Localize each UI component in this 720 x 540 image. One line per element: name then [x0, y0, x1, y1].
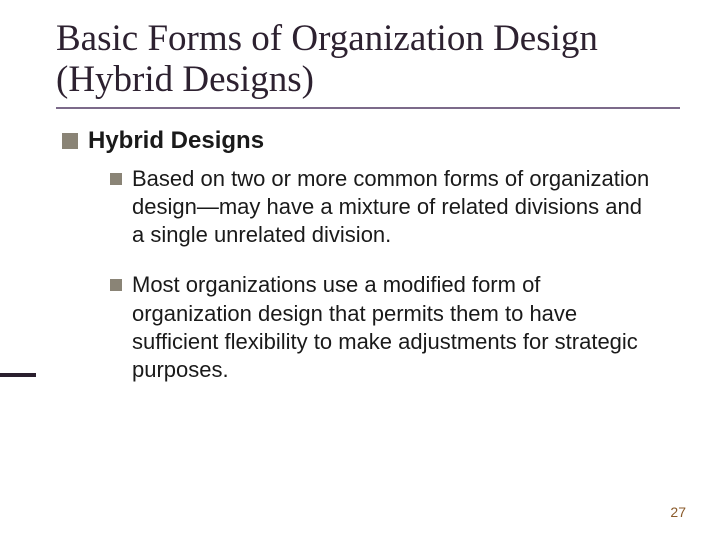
- bullet-lvl2-text: Most organizations use a modified form o…: [132, 271, 652, 384]
- bullet-lvl1: Hybrid Designs: [62, 127, 680, 155]
- slide: Basic Forms of Organization Design (Hybr…: [0, 0, 720, 540]
- bullet-lvl2: Based on two or more common forms of org…: [110, 165, 680, 249]
- bullet-lvl1-text: Hybrid Designs: [88, 127, 264, 155]
- bullet-lvl2: Most organizations use a modified form o…: [110, 271, 680, 384]
- bullet-list: Hybrid Designs Based on two or more comm…: [56, 127, 680, 384]
- slide-title: Basic Forms of Organization Design (Hybr…: [56, 18, 680, 109]
- square-bullet-icon: [62, 133, 78, 149]
- square-bullet-icon: [110, 279, 122, 291]
- square-bullet-icon: [110, 173, 122, 185]
- bullet-lvl2-text: Based on two or more common forms of org…: [132, 165, 652, 249]
- page-number: 27: [670, 504, 686, 520]
- accent-line: [0, 373, 36, 377]
